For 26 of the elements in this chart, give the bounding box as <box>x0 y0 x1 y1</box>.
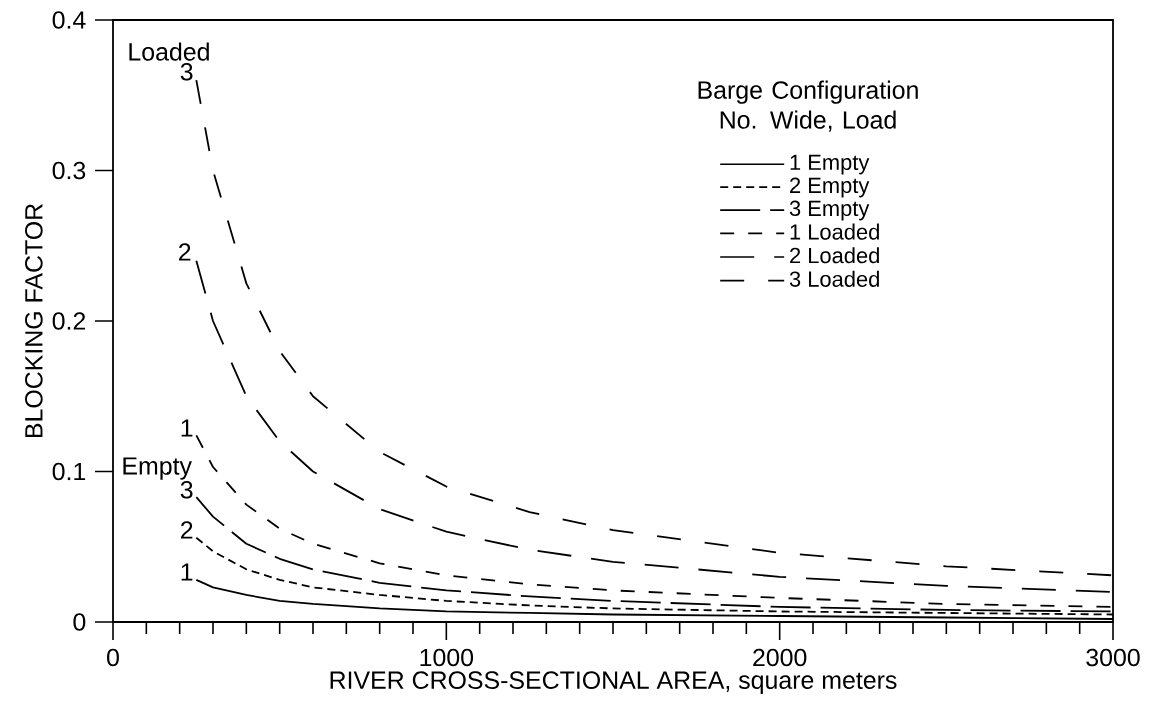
legend-label: 3 Empty <box>789 200 870 221</box>
annotation: 2 <box>181 521 193 539</box>
annotation: Loaded <box>129 42 209 61</box>
x-tick-label: 0 <box>107 648 119 667</box>
y-tick-label: 0.2 <box>52 312 86 330</box>
legend-label: 2 Loaded <box>790 247 879 264</box>
annotation: 3 <box>180 480 193 499</box>
annotation: 1 <box>181 563 193 581</box>
legend-title: Barge Configuration No. Wide, Load <box>698 80 918 132</box>
y-tick-label: 0.4 <box>52 11 86 29</box>
y-tick-label: 0.1 <box>52 462 86 481</box>
y-tick-label: 0.3 <box>52 161 86 180</box>
legend-label: 2 Empty <box>790 177 870 198</box>
annotation: 3 <box>180 62 193 81</box>
y-tick-label: 0 <box>73 613 86 631</box>
annotation: 2 <box>179 243 191 261</box>
annotation: 1 <box>181 419 193 437</box>
legend-label: 1 Loaded <box>790 223 879 240</box>
legend-label: 3 Loaded <box>789 270 879 287</box>
x-tick-label: 1000 <box>420 648 474 667</box>
annotation: Empty <box>123 457 192 480</box>
legend-label: 1 Empty <box>790 154 870 175</box>
x-tick-label: 3000 <box>1086 648 1140 667</box>
x-tick-label: 2000 <box>753 648 807 667</box>
x-axis-title: RIVER CROSS-SECTIONAL AREA, square meters <box>330 671 897 694</box>
y-axis-title: BLOCKING FACTOR <box>25 204 43 438</box>
